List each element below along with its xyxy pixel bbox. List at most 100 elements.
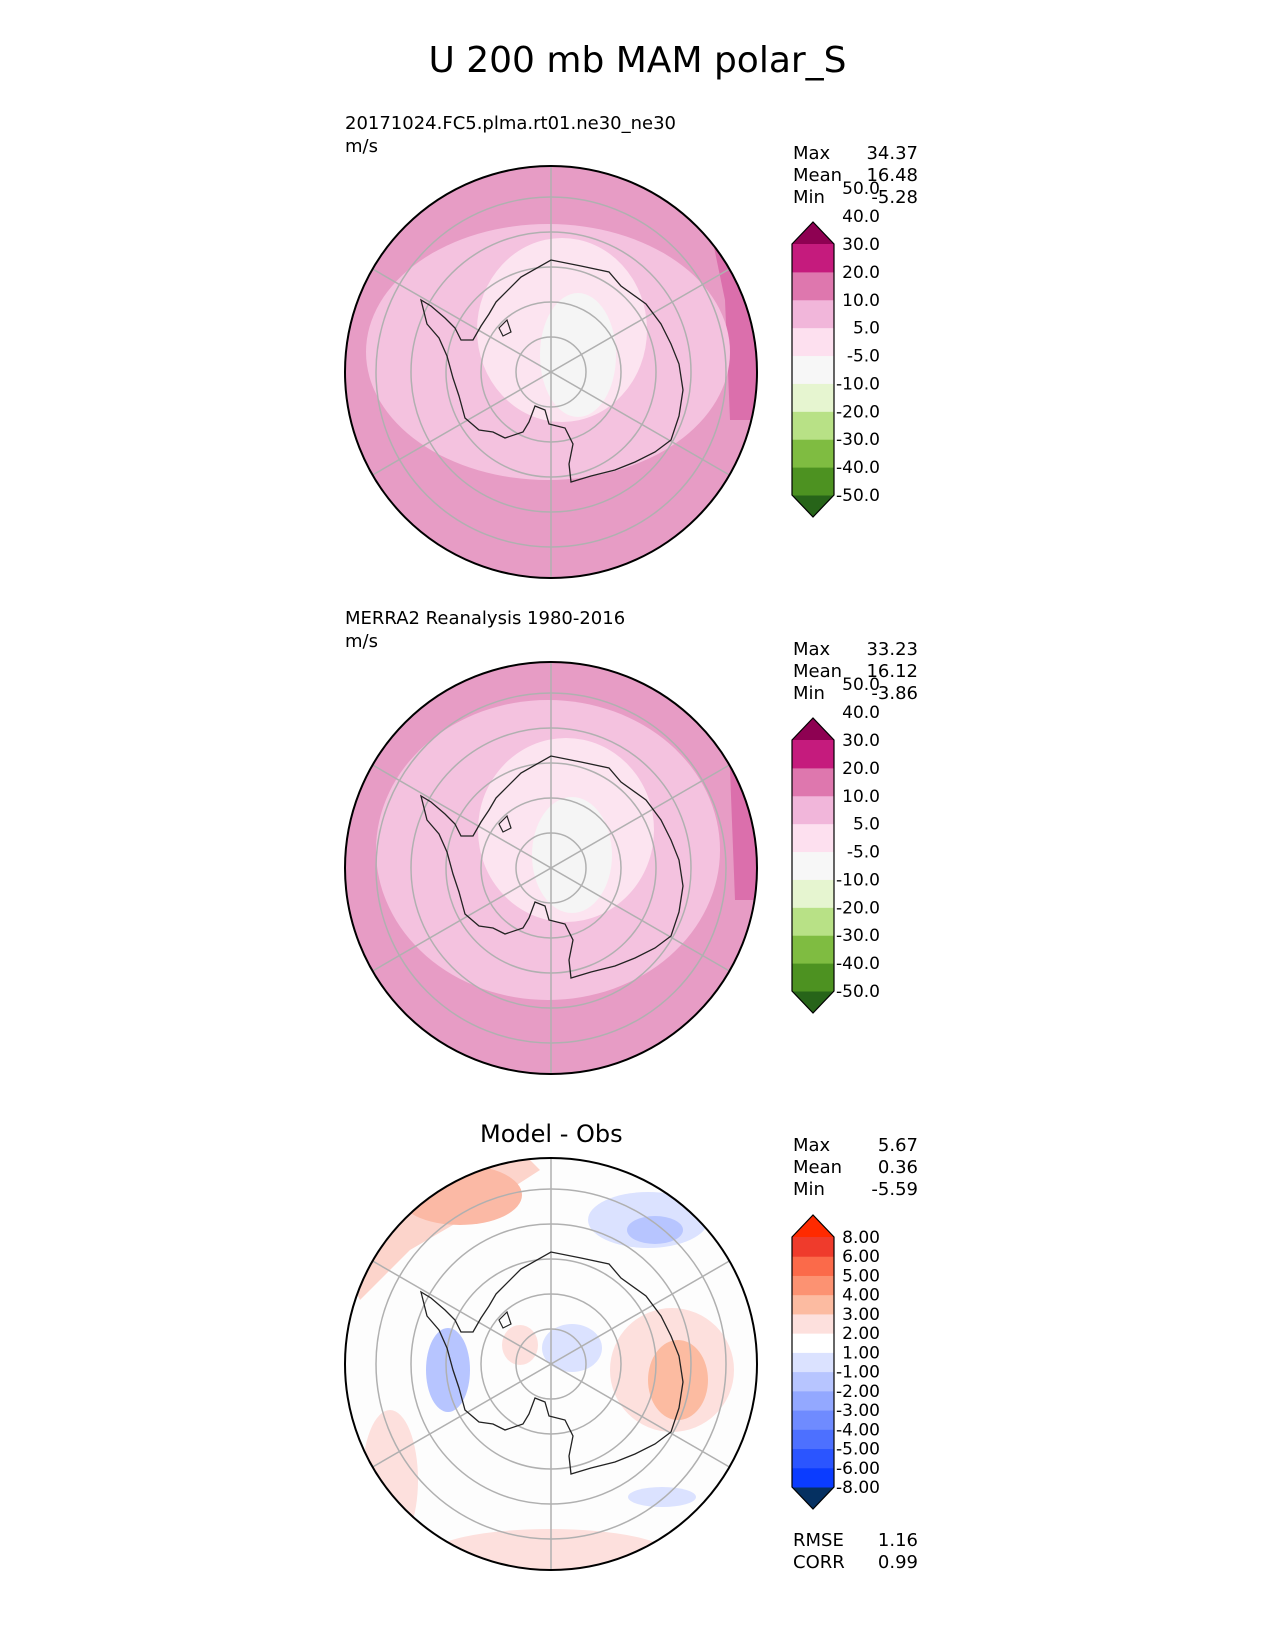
panel2-max: 33.23 xyxy=(866,639,918,660)
panel2-colorbar-outline xyxy=(791,717,835,1014)
panel2-mean: 16.12 xyxy=(866,661,918,682)
panel3-colorbar-tick-label: 4.00 xyxy=(842,1286,880,1306)
panel1-max: 34.37 xyxy=(866,143,918,164)
panel1-colorbar: -50.0 -40.0 -30.0 -20.0 -10.0 -5.0 5.0 10.0 20.0… xyxy=(791,179,880,518)
panel3-max: 5.67 xyxy=(877,1135,918,1156)
panel1-title: 20171024.FC5.plma.rt01.ne30_ne30 xyxy=(345,113,677,134)
panel2-colorbar-swatch xyxy=(792,851,834,880)
panel2-min: -3.86 xyxy=(871,683,918,704)
panel1-stats: Max 34.37 Mean 16.48 Min -5.28 xyxy=(793,143,918,208)
panel2-colorbar-extend-max xyxy=(792,718,834,740)
panel3-colorbar-swatch xyxy=(792,1352,834,1373)
panel1-colorbar-tick-label: -40.0 xyxy=(836,458,880,478)
panel1-polar-map xyxy=(344,165,758,579)
panel3-colorbar: -8.00-6.00-5.00-4.00-3.00-2.00-1.001.002… xyxy=(791,1214,880,1510)
panel3-colorbar-tick-label: -8.00 xyxy=(836,1478,880,1498)
panel3-polar-map xyxy=(344,1157,758,1571)
panel3-colorbar-swatch xyxy=(792,1429,834,1450)
panel2-colorbar-swatch xyxy=(792,907,834,936)
panel3-colorbar-tick-label: 6.00 xyxy=(842,1247,880,1267)
panel2-colorbar: -50.0 -40.0 -30.0 -20.0 -10.0 -5.0 5.0 10.0 20.0… xyxy=(791,675,880,1014)
panel2-title: MERRA2 Reanalysis 1980-2016 xyxy=(345,608,626,629)
panel1-colorbar-swatch xyxy=(792,299,834,329)
panel2-colorbar-extend-min xyxy=(792,991,834,1013)
panel1-colorbar-tick-label: -20.0 xyxy=(836,402,880,422)
panel1-colorbar-swatch xyxy=(792,244,834,273)
panel2-colorbar-swatch xyxy=(792,740,834,769)
panel1-colorbar-tick-label: 30.0 xyxy=(842,235,880,255)
panel1-min: -5.28 xyxy=(871,187,918,208)
panel1-colorbar-tick-label: -10.0 xyxy=(836,374,880,394)
panel2-colorbar-swatch xyxy=(792,935,834,964)
panel1-colorbar-swatch xyxy=(792,271,834,301)
panel3-mean: 0.36 xyxy=(877,1157,918,1178)
panel3-colorbar-tick-label: -3.00 xyxy=(836,1401,880,1421)
panel3-colorbar-swatch xyxy=(792,1410,834,1430)
panel1-colorbar-extend-max xyxy=(792,222,834,244)
panel1-colorbar-tick-label: -5.0 xyxy=(847,347,880,367)
panel2-colorbar-tick-label: 30.0 xyxy=(842,731,880,751)
panel3-title: Model - Obs xyxy=(480,1120,623,1148)
panel3-colorbar-swatch xyxy=(792,1256,834,1276)
panel1-colorbar-swatch xyxy=(792,327,834,357)
panel2-colorbar-tick-label: 5.0 xyxy=(853,815,880,835)
panel3-rmse: 1.16 xyxy=(877,1530,918,1551)
panel2-colorbar-tick-label: 40.0 xyxy=(842,703,880,723)
panel1-colorbar-tick-label: 10.0 xyxy=(842,291,880,311)
panel2-colorbar-swatch xyxy=(792,963,834,992)
panel1-colorbar-swatch xyxy=(792,467,834,496)
panel1-colorbar-tick-label: -50.0 xyxy=(836,486,880,506)
panel3-colorbar-tick-label: 1.00 xyxy=(842,1343,880,1363)
panel2-colorbar-tick-label: 50.0 xyxy=(842,675,880,695)
panel1-units: m/s xyxy=(345,136,378,157)
panel3-colorbar-swatch xyxy=(792,1294,834,1315)
panel2-colorbar-tick-label: -10.0 xyxy=(836,870,880,890)
panel3-colorbar-swatch xyxy=(792,1333,834,1353)
panel3-stats: Max 5.67 Mean 0.36 Min -5.59 xyxy=(793,1135,918,1200)
panel2-colorbar-tick-label: -40.0 xyxy=(836,954,880,974)
panel1-colorbar-swatch xyxy=(792,383,834,412)
panel3-colorbar-tick-label: -5.00 xyxy=(836,1440,880,1460)
panel1-colorbar-swatch xyxy=(792,411,834,440)
panel3-metrics: RMSE 1.16 CORR 0.99 xyxy=(793,1530,918,1573)
panel3-colorbar-tick-label: -1.00 xyxy=(836,1363,880,1383)
panel3-colorbar-tick-label: 2.00 xyxy=(842,1324,880,1344)
panel2-colorbar-tick-label: -50.0 xyxy=(836,982,880,1002)
panel2-colorbar-tick-label: -5.0 xyxy=(847,843,880,863)
panel3-colorbar-tick-label: 5.00 xyxy=(842,1266,880,1286)
panel3-colorbar-swatch xyxy=(792,1371,834,1392)
panel1-colorbar-extend-min xyxy=(792,495,834,517)
panel3-colorbar-tick-label: -2.00 xyxy=(836,1382,880,1402)
panel1-colorbar-swatch xyxy=(792,355,834,384)
panel1-colorbar-outline xyxy=(791,221,835,518)
panel1-colorbar-tick-label: 20.0 xyxy=(842,263,880,283)
panel3-colorbar-swatch xyxy=(792,1275,834,1296)
panel2-colorbar-tick-label: 10.0 xyxy=(842,787,880,807)
panel3-colorbar-swatch xyxy=(792,1390,834,1411)
panel2-colorbar-tick-label: 20.0 xyxy=(842,759,880,779)
panel2-stats: Max 33.23 Mean 16.12 Min -3.86 xyxy=(793,639,918,704)
panel2-colorbar-swatch xyxy=(792,767,834,797)
panel2-colorbar-swatch xyxy=(792,795,834,825)
panel3-colorbar-extend-max xyxy=(792,1215,834,1237)
panel1-colorbar-tick-label: 50.0 xyxy=(842,179,880,199)
panel1-colorbar-tick-label: 40.0 xyxy=(842,207,880,227)
panel3-min: -5.59 xyxy=(871,1179,918,1200)
panel2-units: m/s xyxy=(345,631,378,652)
panel2-polar-map xyxy=(344,661,758,1075)
panel3-colorbar-swatch xyxy=(792,1448,834,1469)
panel1-colorbar-tick-label: 5.0 xyxy=(853,319,880,339)
panel2-colorbar-tick-label: -20.0 xyxy=(836,898,880,918)
panel2-colorbar-tick-label: -30.0 xyxy=(836,926,880,946)
panel3-colorbar-swatch xyxy=(792,1313,834,1334)
panel2-colorbar-swatch xyxy=(792,823,834,853)
panel3-colorbar-tick-label: -6.00 xyxy=(836,1459,880,1479)
panel3-colorbar-swatch xyxy=(792,1467,834,1488)
panel3-colorbar-tick-label: 8.00 xyxy=(842,1228,880,1248)
panel3-colorbar-tick-label: -4.00 xyxy=(836,1420,880,1440)
panel3-colorbar-outline xyxy=(791,1214,835,1510)
panel3-corr: 0.99 xyxy=(877,1552,918,1573)
panel3-colorbar-extend-min xyxy=(792,1487,834,1509)
panel2-colorbar-swatch xyxy=(792,879,834,908)
